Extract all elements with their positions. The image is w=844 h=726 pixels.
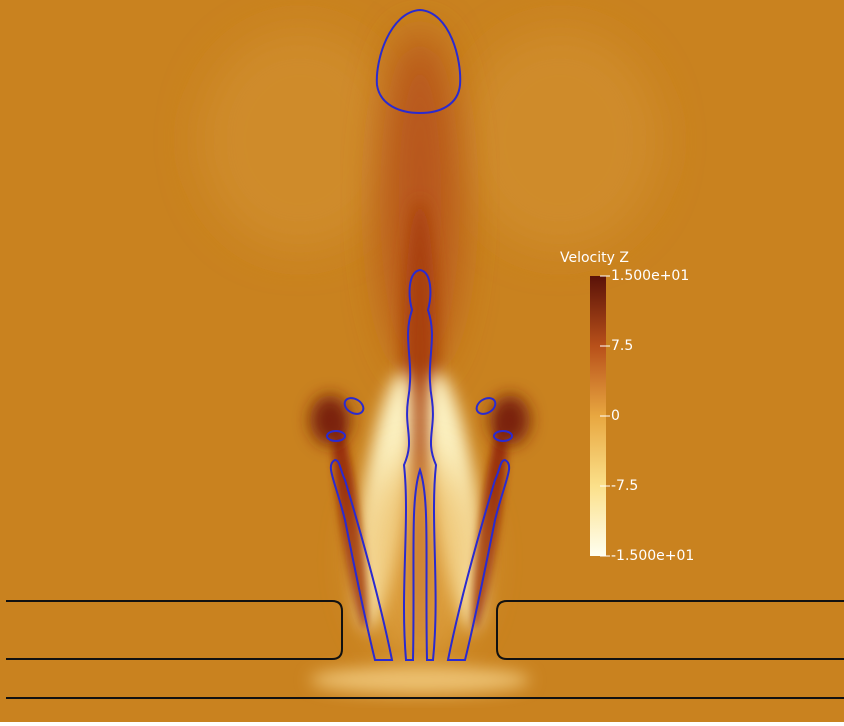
colorbar-tick-label: -1.500e+01 — [611, 548, 694, 564]
contours — [326, 8, 513, 661]
colorbar-tick-label: -7.5 — [611, 478, 638, 494]
colorbar-ticks: 1.500e+01 7.5 0 -7.5 -1.500e+01 — [600, 268, 694, 564]
colorbar-tick-label: 1.500e+01 — [611, 268, 689, 284]
walls — [6, 600, 844, 699]
colorbar-title: Velocity Z — [560, 250, 629, 266]
colorbar-tick-label: 0 — [611, 408, 620, 424]
colorbar-tick-label: 7.5 — [611, 338, 633, 354]
